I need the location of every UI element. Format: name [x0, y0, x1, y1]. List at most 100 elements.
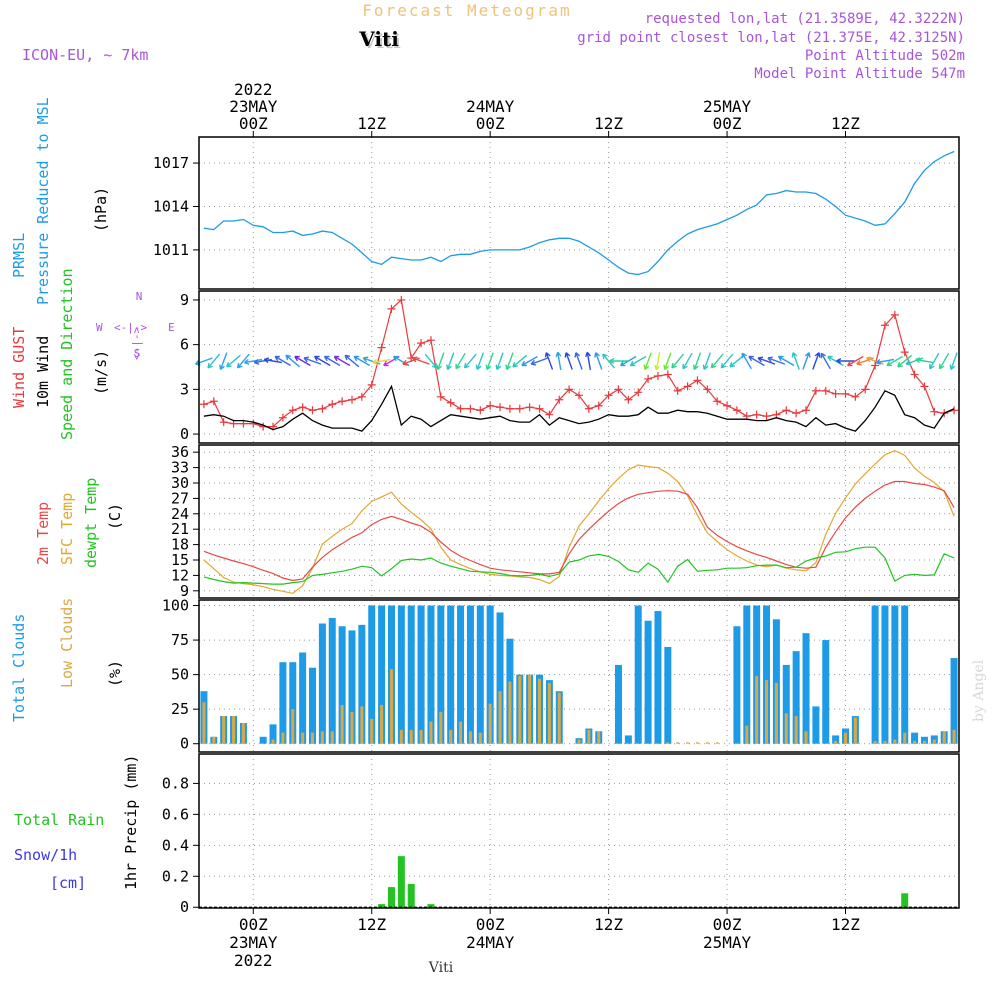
precip-labels: Total Rain Snow/1h [cm] 1hr Precip (mm) — [14, 755, 140, 892]
pressure-label-2: Pressure Reduced to MSL — [34, 97, 52, 305]
wind-arrow — [226, 354, 241, 368]
wind-labels: Wind GUST 10m Wind Speed and Direction (… — [10, 268, 175, 440]
panel-frame — [198, 290, 960, 444]
gust-marker — [900, 348, 909, 357]
gust-marker — [663, 370, 672, 379]
wind-arrow — [436, 352, 445, 371]
low-cloud-bar — [439, 711, 443, 744]
top-time-label: 24MAY — [466, 97, 515, 116]
compass-s: S — [134, 347, 141, 360]
low-cloud-bar — [212, 736, 216, 744]
wind-arrow — [555, 351, 562, 371]
total-cloud-bar — [309, 667, 317, 744]
y-tick-label: 0.4 — [162, 836, 189, 854]
gust-marker — [890, 310, 899, 319]
wind-arrow — [820, 352, 831, 370]
top-time-label: 00Z — [239, 114, 268, 133]
wind-arrow — [303, 356, 322, 365]
wind-arrow — [207, 353, 221, 369]
low-cloud-bar — [942, 731, 946, 744]
low-cloud-bar — [449, 729, 453, 744]
low-cloud-bar — [409, 729, 413, 744]
compass-rose: <-|-> N S W <-|-> E — [96, 290, 175, 360]
y-tick-label: 3 — [180, 380, 189, 398]
total-cloud-bar — [782, 664, 790, 744]
wind-arrow — [485, 352, 494, 371]
compass-w: W — [96, 321, 103, 334]
total-cloud-bar — [447, 605, 455, 744]
low-cloud-bar — [232, 716, 236, 744]
cloud-labels: Total Clouds Low Clouds (%) — [10, 598, 124, 722]
gust-marker — [792, 409, 801, 418]
top-time-label: 2022 — [234, 80, 273, 99]
total-cloud-bar — [466, 605, 474, 744]
top-time-label: 00Z — [476, 114, 505, 133]
total-cloud-bar — [753, 605, 761, 744]
gust-marker — [880, 321, 889, 330]
gust-marker — [841, 389, 850, 398]
gust-marker — [920, 382, 929, 391]
y-tick-label: 18 — [171, 536, 189, 554]
low-cloud-bar — [399, 729, 403, 744]
low-cloud-bar — [281, 732, 285, 744]
y-tick-label: 0 — [180, 898, 189, 916]
wind-arrow — [791, 352, 800, 370]
low-cloud-bar — [695, 742, 699, 744]
wind-arrow — [274, 355, 292, 367]
gust-marker — [377, 343, 386, 352]
wind-arrow — [512, 354, 528, 368]
bottom-time-label: 00Z — [713, 915, 742, 934]
low-cloud-bar — [547, 682, 551, 744]
temp-line — [203, 480, 955, 582]
y-tick-label: 6 — [180, 336, 189, 354]
gust-marker — [525, 403, 534, 412]
credit-watermark: by Angel — [971, 659, 987, 722]
low-cloud-bar — [666, 742, 670, 744]
point-altitude: Point Altitude 502m — [805, 48, 965, 64]
wind-arrow — [767, 356, 786, 365]
gust-marker — [723, 401, 732, 410]
low-cloud-bar — [557, 692, 561, 744]
wind-arrow — [574, 352, 583, 370]
gust-marker — [496, 403, 505, 412]
gust-marker — [565, 385, 574, 394]
gust-marker — [851, 392, 860, 401]
wind-arrow — [455, 352, 466, 370]
gust-marker — [821, 386, 830, 395]
temp-label: 2m Temp — [34, 502, 52, 565]
low-cloud-bar — [686, 742, 690, 744]
gust-marker — [199, 400, 208, 409]
total-cloud-bar — [911, 732, 919, 744]
dewpt-label: dewpt Temp — [82, 478, 100, 568]
rain-bar — [427, 904, 435, 908]
wind-arrow — [777, 355, 795, 367]
gust-marker — [486, 401, 495, 410]
wind-arrow — [530, 357, 549, 366]
panel-frame — [198, 444, 960, 599]
gust-marker — [673, 386, 682, 395]
footer-location: Viti — [428, 960, 454, 976]
total-cloud-bar — [437, 605, 445, 744]
gust-marker — [693, 376, 702, 385]
total-cloud-bar — [930, 735, 938, 744]
low-cloud-bar — [468, 731, 472, 744]
gust-marker — [871, 361, 880, 370]
wind-arrow — [544, 352, 554, 370]
y-tick-label: 1011 — [153, 241, 189, 259]
wind-arrow — [939, 352, 950, 370]
wind-arrow — [692, 352, 702, 371]
wind-arrow — [521, 355, 538, 367]
location-title: Viti — [358, 27, 399, 51]
panels: 1011101410170369912151821242730333602550… — [153, 137, 960, 916]
top-time-label: 25MAY — [703, 97, 752, 116]
wind-arrow — [585, 351, 592, 371]
low-cloud-bar — [765, 680, 769, 744]
total-cloud-bar — [496, 612, 504, 744]
rain-bar — [407, 884, 415, 908]
y-tick-label: 36 — [171, 443, 189, 461]
wind-arrow — [505, 352, 514, 371]
y-tick-label: 15 — [171, 551, 189, 569]
wind-arrow — [333, 355, 351, 367]
